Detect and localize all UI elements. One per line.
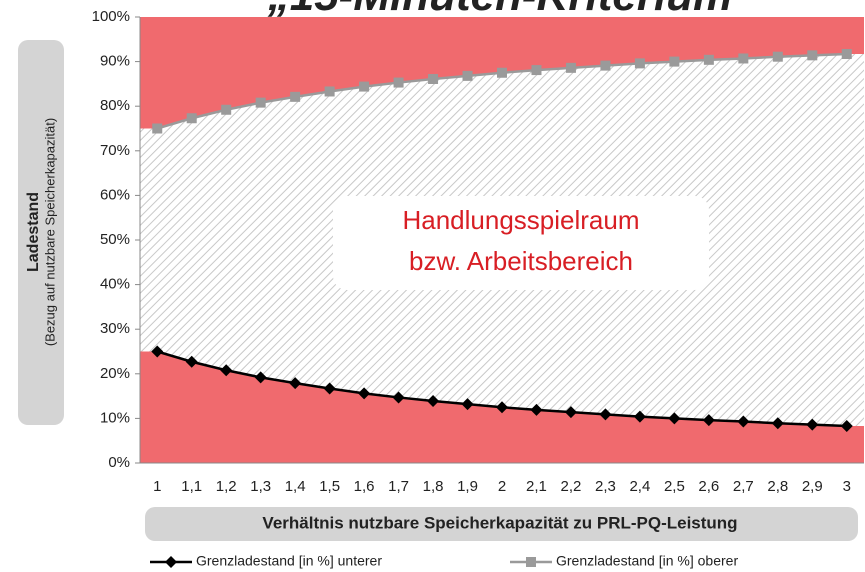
- marker: [633, 410, 646, 423]
- y-tick-label: 100%: [92, 8, 130, 25]
- marker: [600, 60, 611, 71]
- y-tick-label: 10%: [100, 409, 130, 426]
- y-tick-label: 20%: [100, 365, 130, 382]
- marker: [289, 377, 302, 390]
- marker: [668, 412, 681, 425]
- marker: [392, 391, 405, 404]
- marker: [772, 51, 783, 62]
- y-tick-label: 0%: [108, 454, 130, 471]
- marker: [530, 403, 543, 416]
- x-tick-label: 1,4: [285, 478, 306, 495]
- y-tick-label: 50%: [100, 231, 130, 248]
- x-tick-label: 1,5: [319, 478, 340, 495]
- marker: [255, 97, 266, 108]
- legend-label: Grenzladestand [in %] oberer: [556, 553, 738, 569]
- marker: [669, 56, 680, 67]
- x-tick-label: 3: [843, 478, 851, 495]
- marker: [152, 123, 163, 134]
- x-tick-label: 2,6: [698, 478, 719, 495]
- marker: [151, 345, 164, 358]
- marker: [771, 417, 784, 430]
- legend-marker: [165, 556, 177, 568]
- marker: [221, 104, 232, 115]
- x-tick-label: 1,6: [354, 478, 375, 495]
- marker: [428, 73, 439, 84]
- y-tick-label: 40%: [100, 276, 130, 293]
- y-tick-label: 80%: [100, 97, 130, 114]
- x-tick-label: 2,2: [561, 478, 582, 495]
- x-tick-label: 2,3: [595, 478, 616, 495]
- marker: [185, 355, 198, 368]
- marker: [393, 77, 404, 88]
- marker: [324, 86, 335, 97]
- marker: [841, 49, 852, 60]
- x-tick-label: 2: [498, 478, 506, 495]
- marker: [840, 419, 853, 432]
- x-tick-label: 2,5: [664, 478, 685, 495]
- marker: [564, 406, 577, 419]
- marker: [807, 50, 818, 61]
- marker: [702, 414, 715, 427]
- annotation: Handlungsspielraum: [402, 205, 639, 235]
- x-tick-label: 1,8: [423, 478, 444, 495]
- annotation-box: [333, 196, 709, 290]
- y-axis-label: Ladestand: [25, 192, 42, 272]
- x-tick-label: 1: [153, 478, 161, 495]
- x-tick-label: 2,4: [629, 478, 650, 495]
- marker: [323, 382, 336, 395]
- x-tick-label: 2,9: [802, 478, 823, 495]
- x-tick-label: 2,8: [767, 478, 788, 495]
- marker: [462, 70, 473, 81]
- x-tick-label: 1,1: [181, 478, 202, 495]
- y-tick-label: 70%: [100, 142, 130, 159]
- marker: [806, 418, 819, 431]
- y-tick-label: 60%: [100, 186, 130, 203]
- marker: [599, 408, 612, 421]
- marker: [290, 91, 301, 102]
- x-tick-label: 2,7: [733, 478, 754, 495]
- marker: [186, 113, 197, 124]
- marker: [220, 364, 233, 377]
- marker: [738, 53, 749, 64]
- marker: [496, 401, 508, 414]
- marker: [565, 62, 576, 73]
- y-tick-label: 90%: [100, 53, 130, 70]
- marker: [531, 65, 542, 76]
- x-tick-label: 2,1: [526, 478, 547, 495]
- legend-label: Grenzladestand [in %] unterer: [196, 553, 382, 569]
- legend-marker: [526, 557, 536, 567]
- marker: [358, 387, 371, 400]
- marker: [497, 67, 507, 78]
- marker: [634, 58, 645, 69]
- x-tick-label: 1,7: [388, 478, 409, 495]
- marker: [359, 81, 370, 92]
- x-label-box: [145, 507, 858, 541]
- y-label-box: [18, 40, 64, 425]
- annotation: bzw. Arbeitsbereich: [409, 246, 633, 276]
- x-tick-label: 1,2: [216, 478, 237, 495]
- marker: [427, 395, 440, 408]
- y-tick-label: 30%: [100, 320, 130, 337]
- marker: [254, 371, 267, 384]
- x-tick-label: 1,9: [457, 478, 478, 495]
- x-tick-label: 1,3: [250, 478, 271, 495]
- marker: [461, 398, 474, 411]
- marker: [737, 415, 750, 428]
- marker: [703, 54, 714, 65]
- y-axis-sublabel: (Bezug auf nutzbare Speicherkapazität): [42, 118, 57, 346]
- chart-title: „15-Minuten-Kriterium: [267, 0, 732, 20]
- x-axis-label: Verhältnis nutzbare Speicherkapazität zu…: [262, 513, 737, 532]
